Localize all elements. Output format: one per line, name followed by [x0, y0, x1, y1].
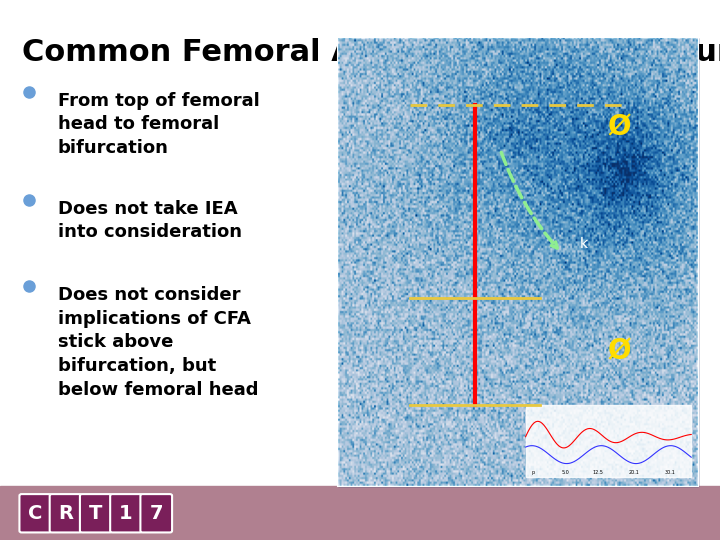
Text: 5.0: 5.0 [562, 470, 569, 475]
FancyBboxPatch shape [19, 494, 51, 532]
Text: Does not take IEA
into consideration: Does not take IEA into consideration [58, 200, 242, 241]
Text: From top of femoral
head to femoral
bifurcation: From top of femoral head to femoral bifu… [58, 92, 259, 157]
Text: Ø: Ø [608, 338, 631, 366]
FancyBboxPatch shape [140, 494, 172, 532]
Text: Ø: Ø [608, 113, 631, 141]
Text: 7: 7 [150, 504, 163, 523]
Text: Common Femoral Artery – Classic Measurements: Common Femoral Artery – Classic Measurem… [22, 38, 720, 67]
Text: C: C [28, 504, 42, 523]
Bar [338, 38, 698, 486]
Text: 20.1: 20.1 [628, 470, 639, 475]
Text: p: p [531, 470, 534, 475]
Bar [526, 406, 691, 477]
Text: Does not consider
implications of CFA
stick above
bifurcation, but
below femoral: Does not consider implications of CFA st… [58, 286, 258, 399]
FancyBboxPatch shape [80, 494, 112, 532]
Text: T: T [89, 504, 102, 523]
Bar [0, 486, 720, 540]
FancyBboxPatch shape [50, 494, 81, 532]
Text: 30.1: 30.1 [664, 470, 675, 475]
Text: 1: 1 [120, 504, 132, 523]
FancyBboxPatch shape [110, 494, 142, 532]
Text: R: R [58, 504, 73, 523]
Text: 12.5: 12.5 [592, 470, 603, 475]
Bar [338, 38, 698, 486]
Text: k: k [580, 238, 588, 252]
